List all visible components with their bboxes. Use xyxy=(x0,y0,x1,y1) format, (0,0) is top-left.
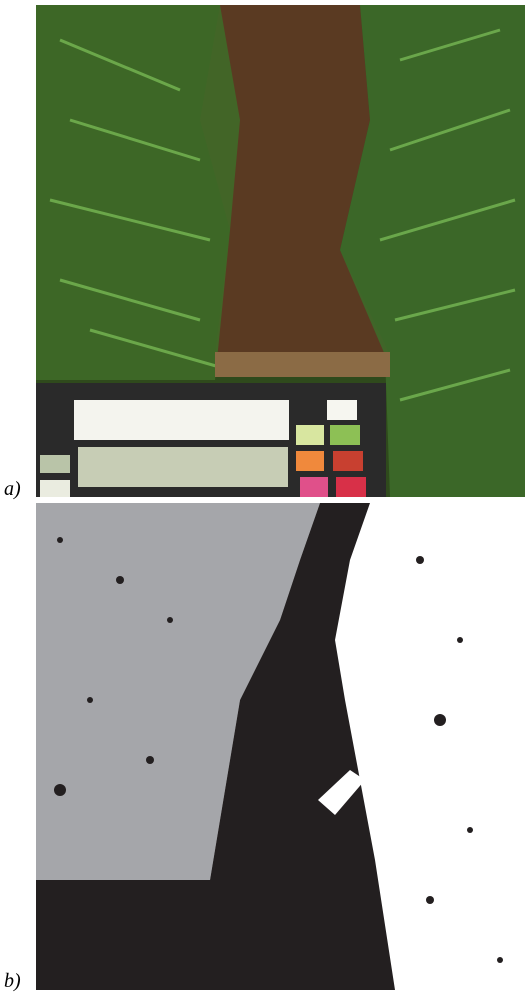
figure-page: a) b) (() => { const data = JSON.parse(d… xyxy=(0,0,525,996)
panel-label: b) xyxy=(4,970,21,993)
segmentation-panel xyxy=(36,503,525,990)
panel-label: a) xyxy=(4,478,21,501)
photo-panel xyxy=(36,5,525,497)
figure xyxy=(0,0,525,996)
